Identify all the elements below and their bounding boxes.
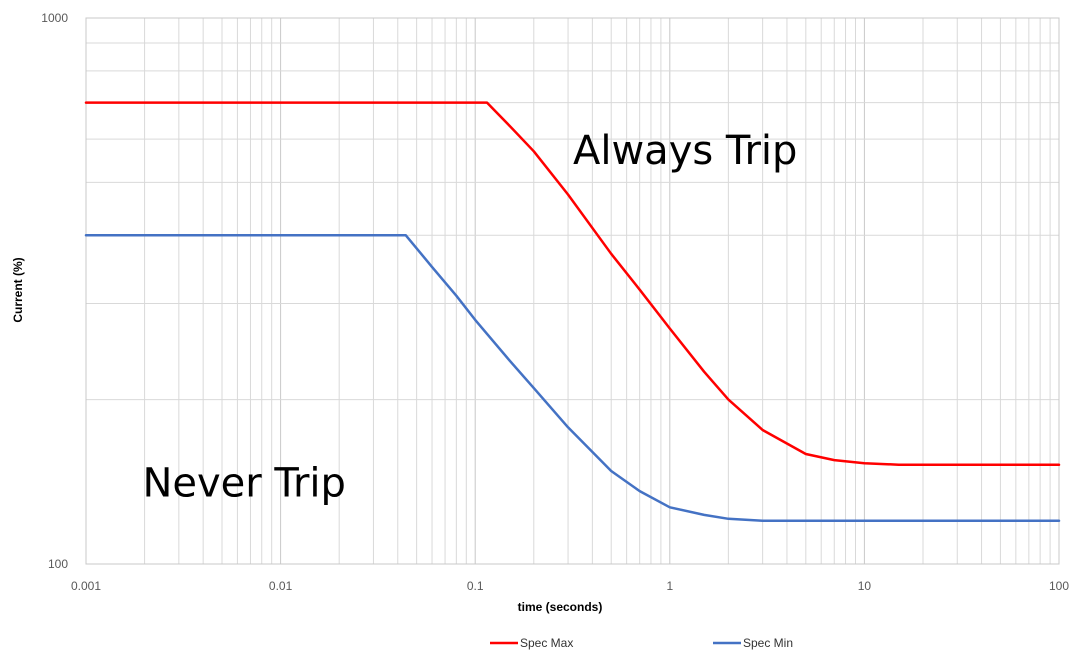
x-tick-label: 1 xyxy=(666,579,673,593)
y-axis-tick-labels: 100 1000 xyxy=(41,11,68,571)
plot-area-border xyxy=(85,17,1060,565)
series-line-spec-max xyxy=(84,101,1061,466)
region-annotations: Always Trip Never Trip xyxy=(142,128,797,506)
legend-label: Spec Max xyxy=(520,636,573,650)
y-axis-title: Current (%) xyxy=(11,257,25,322)
y-tick-label: 1000 xyxy=(41,11,68,25)
x-axis-title: time (seconds) xyxy=(518,600,603,614)
x-tick-label: 0.1 xyxy=(467,579,484,593)
series-line-spec-min xyxy=(84,234,1061,523)
legend-label: Spec Min xyxy=(743,636,793,650)
legend: Spec Max Spec Min xyxy=(490,636,793,650)
x-tick-label: 100 xyxy=(1049,579,1069,593)
annotation-always-trip: Always Trip xyxy=(573,128,797,174)
x-tick-label: 10 xyxy=(858,579,872,593)
x-tick-label: 0.01 xyxy=(269,579,293,593)
annotation-never-trip: Never Trip xyxy=(142,460,345,506)
x-tick-label: 0.001 xyxy=(71,579,101,593)
grid-lines xyxy=(85,18,1059,565)
series-lines xyxy=(84,101,1061,523)
y-tick-label: 100 xyxy=(48,557,68,571)
x-axis-tick-labels: 0.001 0.01 0.1 1 10 100 xyxy=(71,579,1069,593)
